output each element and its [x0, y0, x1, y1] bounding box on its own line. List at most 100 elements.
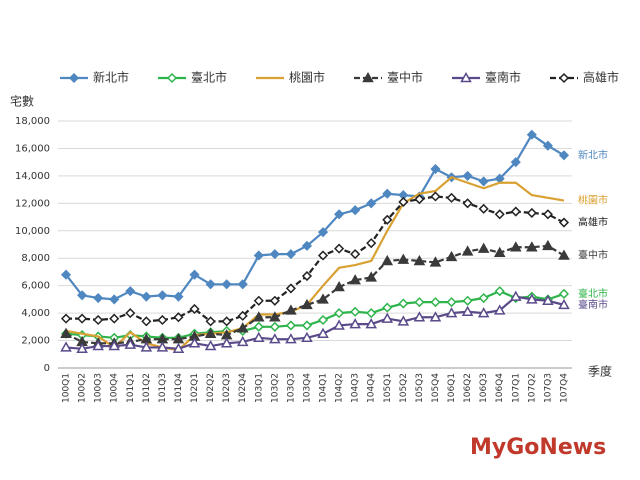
marker — [252, 331, 265, 343]
marker — [205, 279, 216, 290]
marker — [166, 72, 178, 84]
x-tick-label: 102Q4 — [238, 373, 248, 403]
marker — [76, 342, 88, 354]
marker — [478, 176, 489, 187]
x-tick-label: 105Q1 — [383, 373, 393, 403]
legend-label: 高雄市 — [583, 70, 619, 85]
x-tick-label: 105Q2 — [399, 373, 409, 403]
x-tick-label: 105Q4 — [431, 373, 441, 403]
marker — [172, 333, 185, 344]
marker — [430, 297, 441, 308]
y-axis-label: 宅數 — [10, 94, 34, 109]
x-tick-label: 107Q3 — [543, 373, 553, 403]
marker — [462, 170, 473, 181]
y-tick-label: 16,000 — [15, 143, 50, 154]
marker — [221, 316, 232, 327]
x-tick-label: 107Q4 — [559, 373, 569, 403]
marker — [301, 271, 313, 282]
x-tick-label: 101Q3 — [158, 373, 168, 403]
marker — [317, 314, 329, 326]
marker — [510, 206, 521, 217]
marker — [414, 194, 425, 205]
marker — [301, 331, 313, 343]
marker — [269, 249, 280, 260]
marker — [350, 249, 361, 260]
x-tick-label: 100Q1 — [62, 373, 72, 403]
marker — [366, 198, 377, 209]
marker — [157, 290, 168, 301]
marker — [350, 306, 361, 317]
marker — [125, 286, 136, 297]
y-tick-label: 2,000 — [21, 336, 50, 347]
marker — [558, 249, 570, 260]
marker — [478, 203, 489, 214]
marker — [349, 274, 361, 285]
marker — [108, 340, 121, 351]
y-tick-label: 10,000 — [15, 226, 50, 237]
marker — [77, 290, 88, 301]
marker — [301, 240, 313, 251]
marker — [542, 239, 554, 251]
marker — [494, 209, 505, 220]
marker — [366, 308, 377, 319]
marker — [461, 245, 474, 256]
x-tick-label: 101Q4 — [174, 373, 184, 403]
marker — [509, 290, 522, 301]
marker — [317, 293, 329, 304]
marker — [477, 307, 490, 318]
marker — [494, 286, 505, 297]
end-label: 高雄市 — [578, 216, 608, 229]
marker — [413, 254, 426, 266]
marker — [156, 341, 169, 352]
marker — [317, 227, 329, 238]
series-line — [65, 176, 565, 352]
marker — [430, 163, 441, 175]
x-tick-label: 107Q2 — [527, 373, 537, 403]
marker — [253, 250, 264, 261]
x-tick-label: 106Q4 — [495, 373, 505, 403]
marker — [365, 271, 378, 282]
marker — [366, 238, 377, 249]
marker — [429, 256, 442, 267]
marker — [252, 311, 265, 322]
marker — [397, 315, 410, 326]
y-tick-label: 6,000 — [21, 281, 50, 292]
marker — [349, 318, 361, 329]
marker — [478, 292, 489, 304]
marker — [237, 279, 248, 290]
y-tick-label: 8,000 — [21, 253, 50, 264]
end-label: 臺北市 — [578, 287, 608, 300]
marker — [269, 333, 281, 344]
marker — [397, 253, 410, 264]
x-tick-label: 102Q1 — [190, 373, 200, 403]
marker — [462, 295, 473, 306]
marker — [269, 295, 280, 306]
watermark: MyGoNews — [470, 435, 606, 460]
marker — [350, 205, 361, 216]
marker — [285, 304, 297, 315]
marker — [189, 303, 200, 315]
marker — [253, 321, 264, 332]
marker — [542, 140, 553, 151]
x-tick-label: 101Q2 — [142, 373, 152, 403]
legend-label: 臺中市 — [387, 70, 423, 85]
marker — [334, 308, 345, 319]
marker — [285, 320, 296, 331]
marker — [140, 341, 153, 352]
marker — [510, 157, 521, 168]
marker — [430, 191, 441, 202]
x-tick-label: 103Q2 — [270, 373, 280, 403]
marker — [558, 217, 570, 228]
series-line — [65, 289, 565, 339]
marker — [92, 340, 104, 351]
marker — [189, 269, 200, 280]
marker — [221, 279, 232, 290]
marker — [317, 250, 329, 261]
marker — [60, 341, 72, 352]
marker — [285, 283, 296, 294]
marker — [445, 307, 458, 318]
marker — [462, 198, 473, 209]
marker — [220, 337, 233, 348]
marker — [141, 316, 152, 327]
marker — [558, 72, 570, 84]
